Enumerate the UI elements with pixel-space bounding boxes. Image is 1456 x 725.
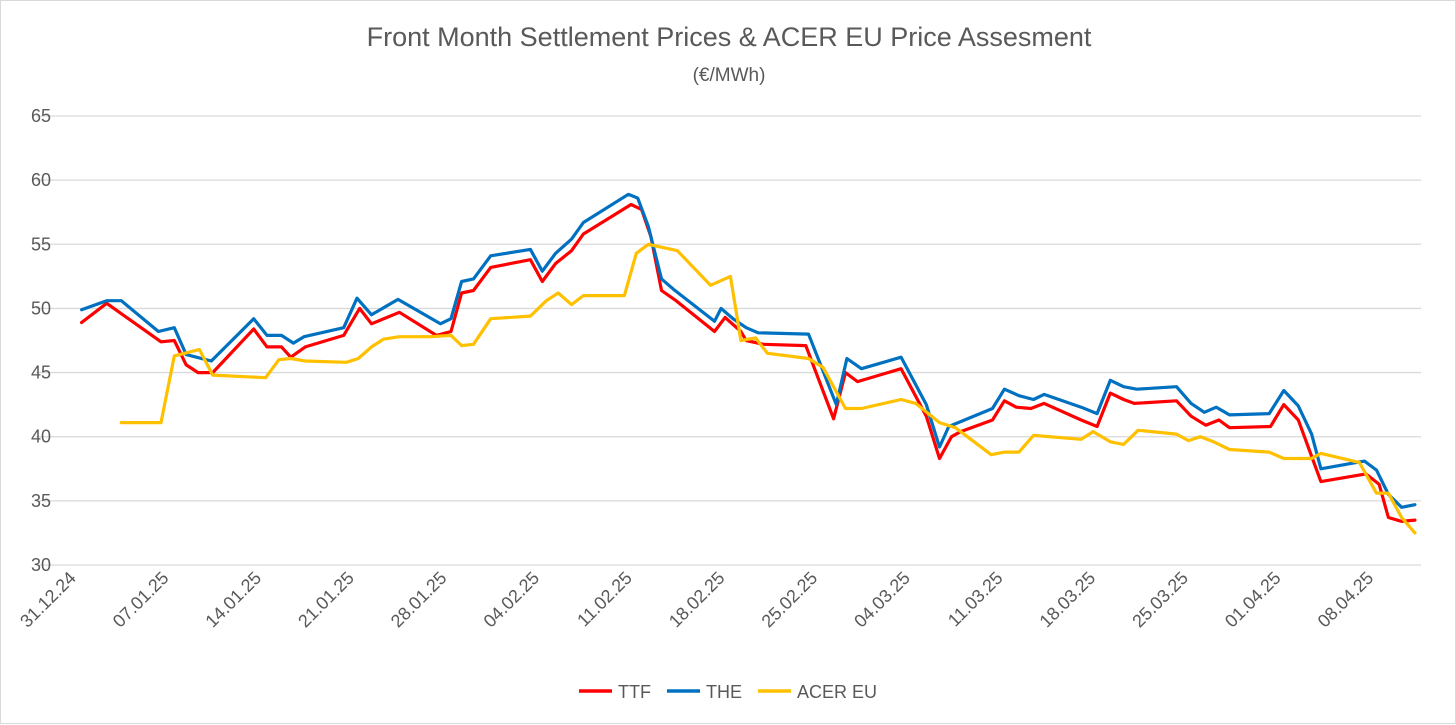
legend-label: THE [706, 682, 742, 702]
legend: TTF THE ACER EU [579, 682, 877, 702]
y-tick-label: 55 [31, 234, 51, 254]
chart-subtitle: (€/MWh) [693, 65, 766, 86]
x-tick-label: 18.03.25 [1036, 568, 1100, 632]
y-axis: 30 35 40 45 50 55 60 65 [31, 106, 51, 575]
x-tick-label: 11.02.25 [573, 568, 636, 631]
x-tick-label: 04.03.25 [850, 568, 914, 632]
x-tick-label: 08.04.25 [1314, 568, 1378, 632]
y-tick-label: 40 [31, 427, 51, 447]
chart-title: Front Month Settlement Prices & ACER EU … [367, 22, 1092, 52]
legend-item-the: THE [667, 682, 742, 702]
legend-item-acer-eu: ACER EU [758, 682, 877, 702]
x-tick-label: 07.01.25 [109, 568, 173, 632]
y-tick-label: 35 [31, 491, 51, 511]
legend-label: ACER EU [797, 682, 877, 702]
x-tick-label: 11.03.25 [944, 568, 1007, 631]
x-tick-label: 14.01.25 [201, 568, 265, 632]
series-line-ttf [79, 202, 1417, 524]
series-line-acer-eu [119, 242, 1417, 535]
x-tick-label: 28.01.25 [387, 568, 451, 632]
x-tick-label: 18.02.25 [665, 568, 729, 632]
x-tick-label: 25.02.25 [758, 568, 822, 632]
legend-label: TTF [618, 682, 651, 702]
gridlines [36, 115, 1421, 566]
legend-item-ttf: TTF [579, 682, 651, 702]
x-tick-label: 01.04.25 [1221, 568, 1285, 632]
y-tick-label: 60 [31, 170, 51, 190]
x-tick-label: 25.03.25 [1128, 568, 1192, 632]
series-line-the [79, 192, 1417, 509]
x-tick-label: 31.12.24 [16, 568, 80, 632]
x-axis: 31.12.24 07.01.25 14.01.25 21.01.25 28.01.25… [16, 568, 1377, 632]
x-tick-label: 04.02.25 [480, 568, 544, 632]
series-lines [79, 192, 1417, 535]
y-tick-label: 45 [31, 363, 51, 383]
y-tick-label: 30 [31, 555, 51, 575]
y-tick-label: 50 [31, 298, 51, 318]
x-tick-label: 21.01.25 [294, 568, 358, 632]
y-tick-label: 65 [31, 106, 51, 126]
